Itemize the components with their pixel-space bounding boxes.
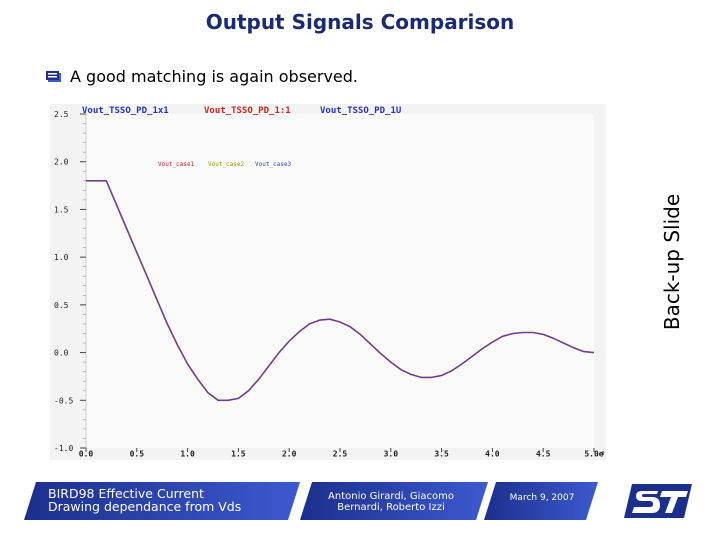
y-tick-label: 2.0 [54, 158, 69, 167]
y-tick-label: 0.5 [54, 301, 69, 310]
x-tick-label: 3.5 [434, 450, 449, 459]
plot-header-label: Vout_TSSO_PD_1:1 [204, 106, 291, 116]
legend-entry: Vout_case3 [255, 161, 292, 168]
footer-segment-date [484, 482, 598, 520]
plot-header-label: Vout_TSSO_PD_1U [320, 106, 401, 116]
legend-entry: Vout_case2 [208, 161, 245, 168]
footer-presentation-title: BIRD98 Effective Current Drawing dependa… [48, 487, 288, 513]
y-tick-label: -0.5 [54, 396, 73, 405]
plot-area [86, 114, 594, 448]
x-tick-label: 2.5 [333, 450, 348, 459]
footer-band [0, 481, 720, 521]
slide-title: Output Signals Comparison [205, 10, 515, 34]
footer-segment-authors [300, 482, 488, 520]
bullet-icon [46, 69, 62, 83]
footer-authors-line-2: Bernardi, Roberto Izzi [337, 502, 445, 513]
bullet-text: A good matching is again observed. [70, 66, 358, 86]
backup-slide-label: Back-up Slide [660, 193, 684, 331]
footer-date: March 9, 2007 [509, 493, 575, 503]
plot-header-label: Vout_TSSO_PD_1x1 [82, 106, 169, 116]
x-tick-label: 5.0e [584, 450, 603, 459]
bullet-item: A good matching is again observed. [46, 65, 358, 87]
x-exponent-label: -9 [598, 451, 605, 457]
footer-title-line-1: BIRD98 Effective Current [48, 486, 204, 501]
x-tick-label: 0.5 [130, 450, 145, 459]
x-tick-label: 1.0 [180, 450, 195, 459]
st-logo-icon [624, 480, 694, 522]
legend-entry: Vout_case1 [158, 161, 195, 168]
footer-authors-line-1: Antonio Girardi, Giacomo [328, 491, 454, 502]
footer-authors: Antonio Girardi, Giacomo Bernardi, Rober… [316, 491, 466, 513]
page-number: 13 [605, 490, 623, 505]
y-tick-label: 0.0 [54, 349, 69, 358]
y-tick-label: 1.0 [54, 253, 69, 262]
output-signals-plot: 2.5 2.0 1.5 1.0 0.5 0.0 -0.5 -1.0 0.0 0.5 1.0 1.5 2.… [50, 104, 606, 460]
y-tick-label: -1.0 [54, 444, 73, 453]
footer-title-line-2: Drawing dependance from Vds [48, 499, 242, 514]
x-tick-label: 3.0 [384, 450, 399, 459]
series-line-vout-case3 [86, 180, 595, 401]
chart-svg: 2.5 2.0 1.5 1.0 0.5 0.0 -0.5 -1.0 0.0 0.5 1.0 1.5 2.… [50, 104, 606, 460]
y-tick-label: 1.5 [54, 205, 69, 214]
x-tick-label: 1.5 [231, 450, 246, 459]
x-tick-label: 0.0 [79, 450, 94, 459]
x-tick-label: 2.0 [282, 450, 297, 459]
x-tick-label: 4.5 [536, 450, 551, 459]
footer-segment-title [24, 482, 300, 520]
y-tick-label: 2.5 [54, 110, 69, 119]
x-tick-label: 4.0 [485, 450, 500, 459]
